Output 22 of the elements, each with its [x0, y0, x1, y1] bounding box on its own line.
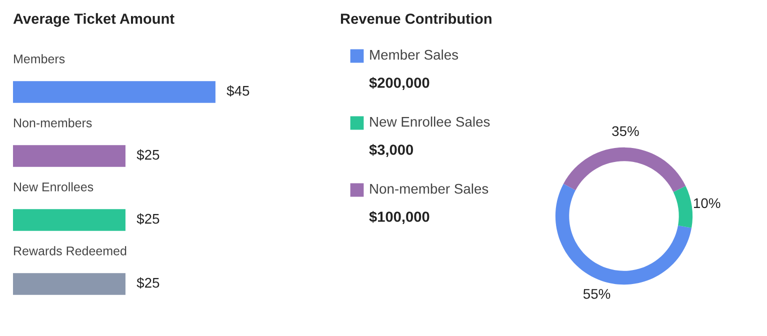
data-label: $45: [226, 85, 250, 97]
legend-label: Non-member Sales: [370, 184, 488, 194]
text: $3,000: [369, 144, 414, 158]
y-tick-label: Members: [14, 54, 65, 64]
data-label: $25: [136, 149, 160, 161]
data-label: 35%: [612, 126, 639, 136]
y-tick-label: New Enrollees: [14, 182, 94, 192]
y-tick-label: Non-members: [14, 118, 92, 128]
y-tick-label: Rewards Redeemed: [14, 246, 126, 256]
donut-slice: [555, 184, 692, 285]
text: $200,000: [369, 76, 430, 90]
legend-label: New Enrollee Sales: [370, 116, 490, 127]
data-label: 55%: [583, 289, 610, 299]
data-label: 10%: [694, 198, 720, 208]
text: $100,000: [369, 210, 430, 224]
data-label: $25: [136, 277, 160, 289]
data-label: $25: [136, 213, 160, 225]
donut-slice: [563, 147, 686, 192]
legend-label: Member Sales: [370, 50, 458, 60]
chart-title: Revenue Contribution: [340, 13, 492, 24]
chart-title: Average Ticket Amount: [13, 13, 174, 27]
donut-slice: [673, 186, 693, 228]
